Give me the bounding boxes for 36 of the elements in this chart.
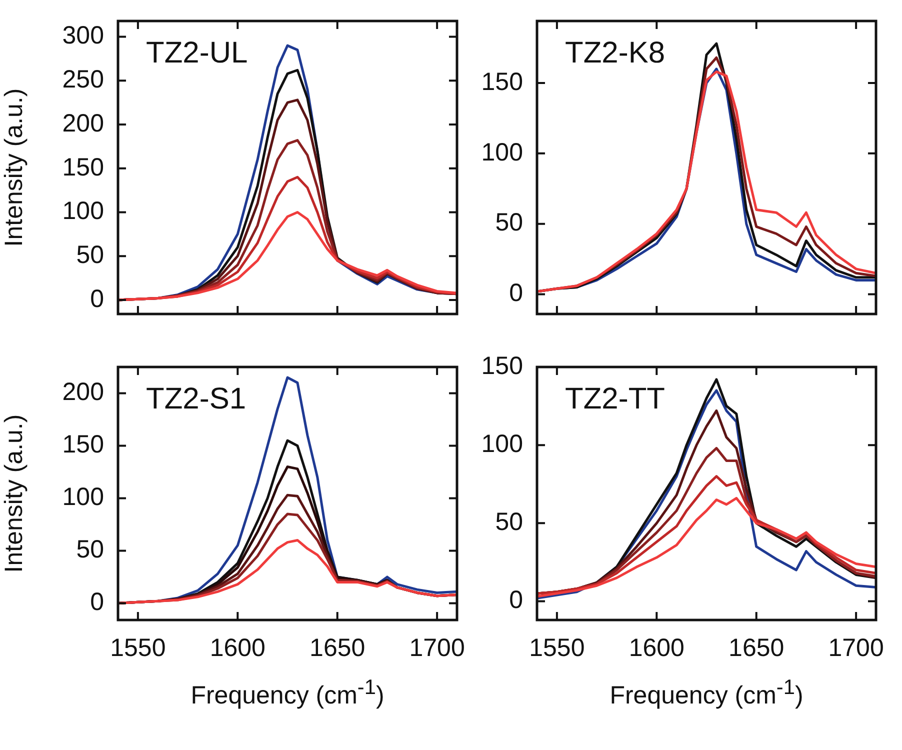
x-tick-label: 1650 bbox=[728, 634, 784, 662]
y-tick-label: 250 bbox=[62, 66, 104, 94]
y-tick-label: 100 bbox=[62, 197, 104, 226]
y-tick-label: 100 bbox=[481, 430, 523, 458]
y-tick-label: 150 bbox=[481, 352, 523, 380]
y-tick-label: 150 bbox=[62, 430, 104, 459]
text: TZ2-K8 bbox=[565, 36, 666, 70]
y-tick-label: 300 bbox=[62, 22, 104, 50]
x-tick-label: 1700 bbox=[409, 634, 465, 662]
x-axis-title: Frequency (cm$^{-1}$) bbox=[190, 675, 386, 710]
x-axis-title: Frequency (cm$^{-1}$) bbox=[608, 675, 804, 710]
x-tick-label: 1650 bbox=[310, 634, 366, 662]
y-tick-label: 50 bbox=[495, 208, 523, 237]
y-tick-label: 200 bbox=[62, 378, 104, 406]
x-tick-label: 1700 bbox=[828, 634, 884, 662]
x-tick-label: 1550 bbox=[110, 634, 166, 662]
y-tick-label: 200 bbox=[62, 109, 104, 138]
x-tick-label: 1600 bbox=[210, 634, 266, 662]
y-tick-label: 0 bbox=[90, 588, 104, 616]
text: TZ2-UL bbox=[146, 36, 248, 70]
y-axis-title: Intensity (a.u.) bbox=[0, 414, 28, 573]
text: TZ2-S1 bbox=[146, 382, 246, 416]
y-tick-label: 50 bbox=[76, 536, 104, 564]
y-tick-label: 150 bbox=[481, 68, 523, 96]
y-tick-label: 100 bbox=[481, 138, 523, 166]
y-tick-label: 100 bbox=[62, 483, 104, 512]
y-tick-label: 50 bbox=[495, 508, 523, 536]
y-tick-label: 150 bbox=[62, 153, 104, 182]
y-tick-label: 0 bbox=[509, 279, 523, 308]
y-tick-label: 0 bbox=[509, 586, 523, 614]
x-tick-label: 1550 bbox=[529, 634, 585, 662]
y-tick-label: 50 bbox=[76, 240, 104, 269]
x-tick-label: 1600 bbox=[628, 634, 684, 662]
text: TZ2-TT bbox=[565, 382, 665, 416]
y-tick-label: 0 bbox=[90, 284, 104, 313]
y-axis-title: Intensity (a.u.) bbox=[0, 88, 28, 247]
